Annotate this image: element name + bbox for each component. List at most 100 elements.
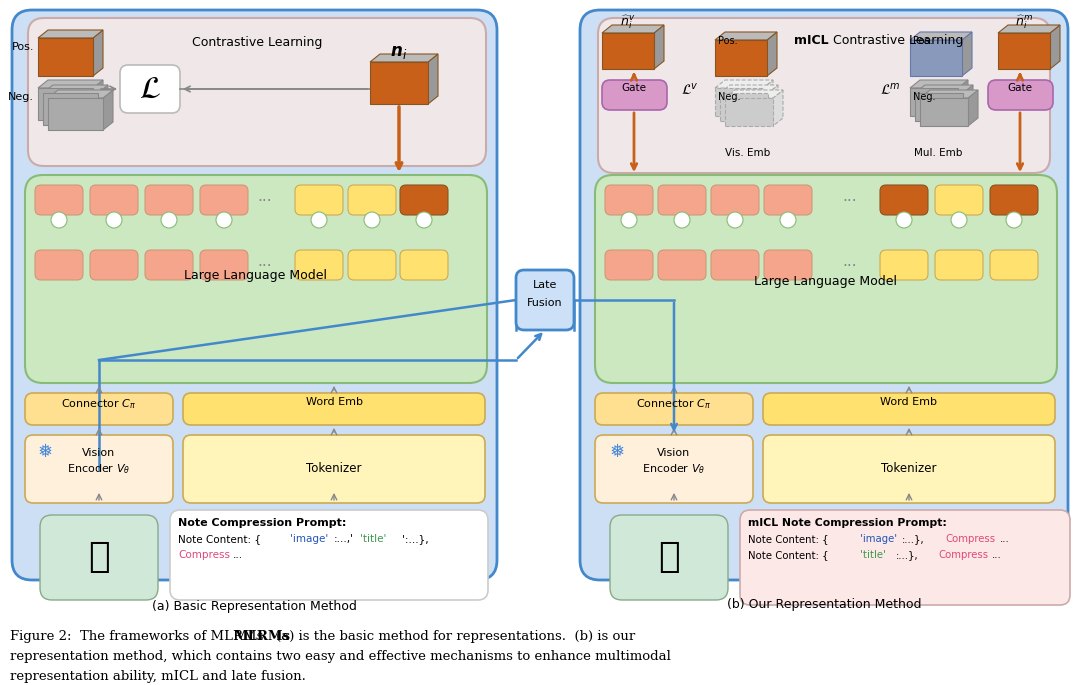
FancyBboxPatch shape — [28, 18, 486, 166]
FancyBboxPatch shape — [764, 250, 812, 280]
Text: $\widehat{n}_i^v$: $\widehat{n}_i^v$ — [620, 13, 636, 31]
FancyBboxPatch shape — [935, 250, 983, 280]
FancyBboxPatch shape — [580, 10, 1068, 580]
Text: Encoder $V_\theta$: Encoder $V_\theta$ — [67, 462, 131, 476]
Text: ...: ... — [842, 189, 858, 204]
Polygon shape — [1050, 25, 1059, 69]
Text: Figure 2:  The frameworks of MLRMs.  (a) is the basic method for representations: Figure 2: The frameworks of MLRMs. (a) i… — [10, 630, 635, 643]
Text: Late: Late — [532, 280, 557, 290]
FancyBboxPatch shape — [12, 10, 497, 580]
Polygon shape — [910, 32, 972, 40]
Text: Gate: Gate — [621, 83, 647, 93]
FancyBboxPatch shape — [711, 250, 759, 280]
Text: ...: ... — [233, 550, 243, 560]
Text: 'image': 'image' — [291, 534, 328, 544]
Text: mICL Note Compression Prompt:: mICL Note Compression Prompt: — [748, 518, 947, 528]
FancyBboxPatch shape — [915, 93, 963, 121]
Text: ...: ... — [258, 254, 272, 269]
Text: Word Emb: Word Emb — [880, 397, 937, 407]
FancyBboxPatch shape — [658, 185, 706, 215]
Polygon shape — [370, 54, 438, 62]
Text: ...: ... — [258, 189, 272, 204]
FancyBboxPatch shape — [990, 250, 1038, 280]
Text: Note Compression Prompt:: Note Compression Prompt: — [178, 518, 347, 528]
Circle shape — [896, 212, 912, 228]
FancyBboxPatch shape — [998, 33, 1050, 69]
Text: Contrastive Learning: Contrastive Learning — [192, 36, 322, 49]
FancyBboxPatch shape — [183, 435, 485, 503]
Text: Connector $C_\pi$: Connector $C_\pi$ — [62, 397, 137, 411]
Text: Tokenizer: Tokenizer — [881, 462, 936, 475]
Polygon shape — [93, 30, 103, 76]
Text: representation method, which contains two easy and effective mechanisms to enhan: representation method, which contains tw… — [10, 650, 671, 663]
Polygon shape — [767, 32, 777, 76]
FancyBboxPatch shape — [295, 185, 343, 215]
FancyBboxPatch shape — [35, 250, 83, 280]
Text: :...},: :...}, — [902, 534, 924, 544]
Text: Neg.: Neg. — [913, 92, 935, 102]
Circle shape — [621, 212, 637, 228]
FancyBboxPatch shape — [910, 88, 958, 116]
FancyBboxPatch shape — [90, 250, 138, 280]
FancyBboxPatch shape — [90, 185, 138, 215]
Text: 'title': 'title' — [860, 550, 886, 560]
Text: Word Emb: Word Emb — [306, 397, 363, 407]
Text: Note Content: {: Note Content: { — [748, 550, 828, 560]
Text: $\mathcal{L}^v$: $\mathcal{L}^v$ — [681, 82, 699, 98]
Text: (b) Our Representation Method: (b) Our Representation Method — [727, 598, 921, 611]
FancyBboxPatch shape — [35, 185, 83, 215]
FancyBboxPatch shape — [348, 250, 396, 280]
Polygon shape — [920, 90, 978, 98]
Text: Large Language Model: Large Language Model — [185, 269, 327, 282]
Polygon shape — [602, 25, 664, 33]
FancyBboxPatch shape — [348, 185, 396, 215]
FancyBboxPatch shape — [605, 250, 653, 280]
Text: ':...},: ':...}, — [402, 534, 429, 544]
Text: Pos.: Pos. — [913, 36, 933, 46]
Polygon shape — [968, 90, 978, 126]
Polygon shape — [998, 25, 1059, 33]
FancyBboxPatch shape — [516, 270, 573, 330]
FancyBboxPatch shape — [610, 515, 728, 600]
Circle shape — [364, 212, 380, 228]
Circle shape — [727, 212, 743, 228]
FancyBboxPatch shape — [910, 40, 962, 76]
Text: Vision: Vision — [82, 448, 116, 458]
Text: :...},: :...}, — [896, 550, 919, 560]
Text: Fusion: Fusion — [527, 298, 563, 308]
Text: Mul. Emb: Mul. Emb — [914, 148, 962, 158]
Text: 'image': 'image' — [860, 534, 897, 544]
Polygon shape — [725, 90, 783, 98]
Text: Contrastive Learning: Contrastive Learning — [829, 34, 963, 47]
Text: ...: ... — [1000, 534, 1010, 544]
Text: MLRMs: MLRMs — [233, 630, 291, 643]
Polygon shape — [962, 32, 972, 76]
FancyBboxPatch shape — [720, 93, 768, 121]
Circle shape — [674, 212, 690, 228]
Polygon shape — [768, 85, 778, 121]
Polygon shape — [48, 90, 113, 98]
FancyBboxPatch shape — [25, 175, 487, 383]
FancyBboxPatch shape — [602, 33, 654, 69]
Text: Connector $C_\pi$: Connector $C_\pi$ — [636, 397, 712, 411]
Circle shape — [106, 212, 122, 228]
FancyBboxPatch shape — [988, 80, 1053, 110]
Text: $\mathcal{L}^m$: $\mathcal{L}^m$ — [880, 82, 901, 98]
FancyBboxPatch shape — [880, 185, 928, 215]
FancyBboxPatch shape — [38, 88, 93, 120]
Circle shape — [51, 212, 67, 228]
Text: Note Content: {: Note Content: { — [178, 534, 261, 544]
Circle shape — [951, 212, 967, 228]
Text: ...: ... — [842, 254, 858, 269]
Polygon shape — [773, 90, 783, 126]
Polygon shape — [103, 90, 113, 130]
FancyBboxPatch shape — [605, 185, 653, 215]
FancyBboxPatch shape — [658, 250, 706, 280]
Polygon shape — [915, 85, 973, 93]
Text: Gate: Gate — [1008, 83, 1032, 93]
FancyBboxPatch shape — [43, 93, 98, 125]
Text: Compress: Compress — [178, 550, 230, 560]
Text: mICL: mICL — [794, 34, 828, 47]
FancyBboxPatch shape — [595, 435, 753, 503]
Text: (a) Basic Representation Method: (a) Basic Representation Method — [151, 600, 356, 613]
